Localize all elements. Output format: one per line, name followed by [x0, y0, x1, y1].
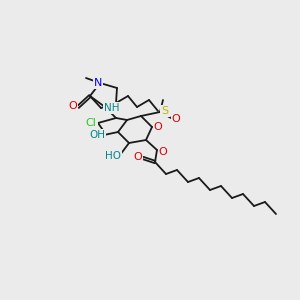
- Text: O: O: [172, 114, 180, 124]
- Text: Cl: Cl: [85, 118, 96, 128]
- Text: O: O: [159, 147, 167, 157]
- Text: HO: HO: [105, 151, 121, 161]
- Text: N: N: [94, 78, 102, 88]
- Text: NH: NH: [104, 103, 120, 113]
- Text: O: O: [154, 122, 162, 132]
- Text: OH: OH: [89, 130, 105, 140]
- Text: S: S: [161, 106, 169, 116]
- Text: O: O: [69, 101, 77, 111]
- Text: O: O: [134, 152, 142, 162]
